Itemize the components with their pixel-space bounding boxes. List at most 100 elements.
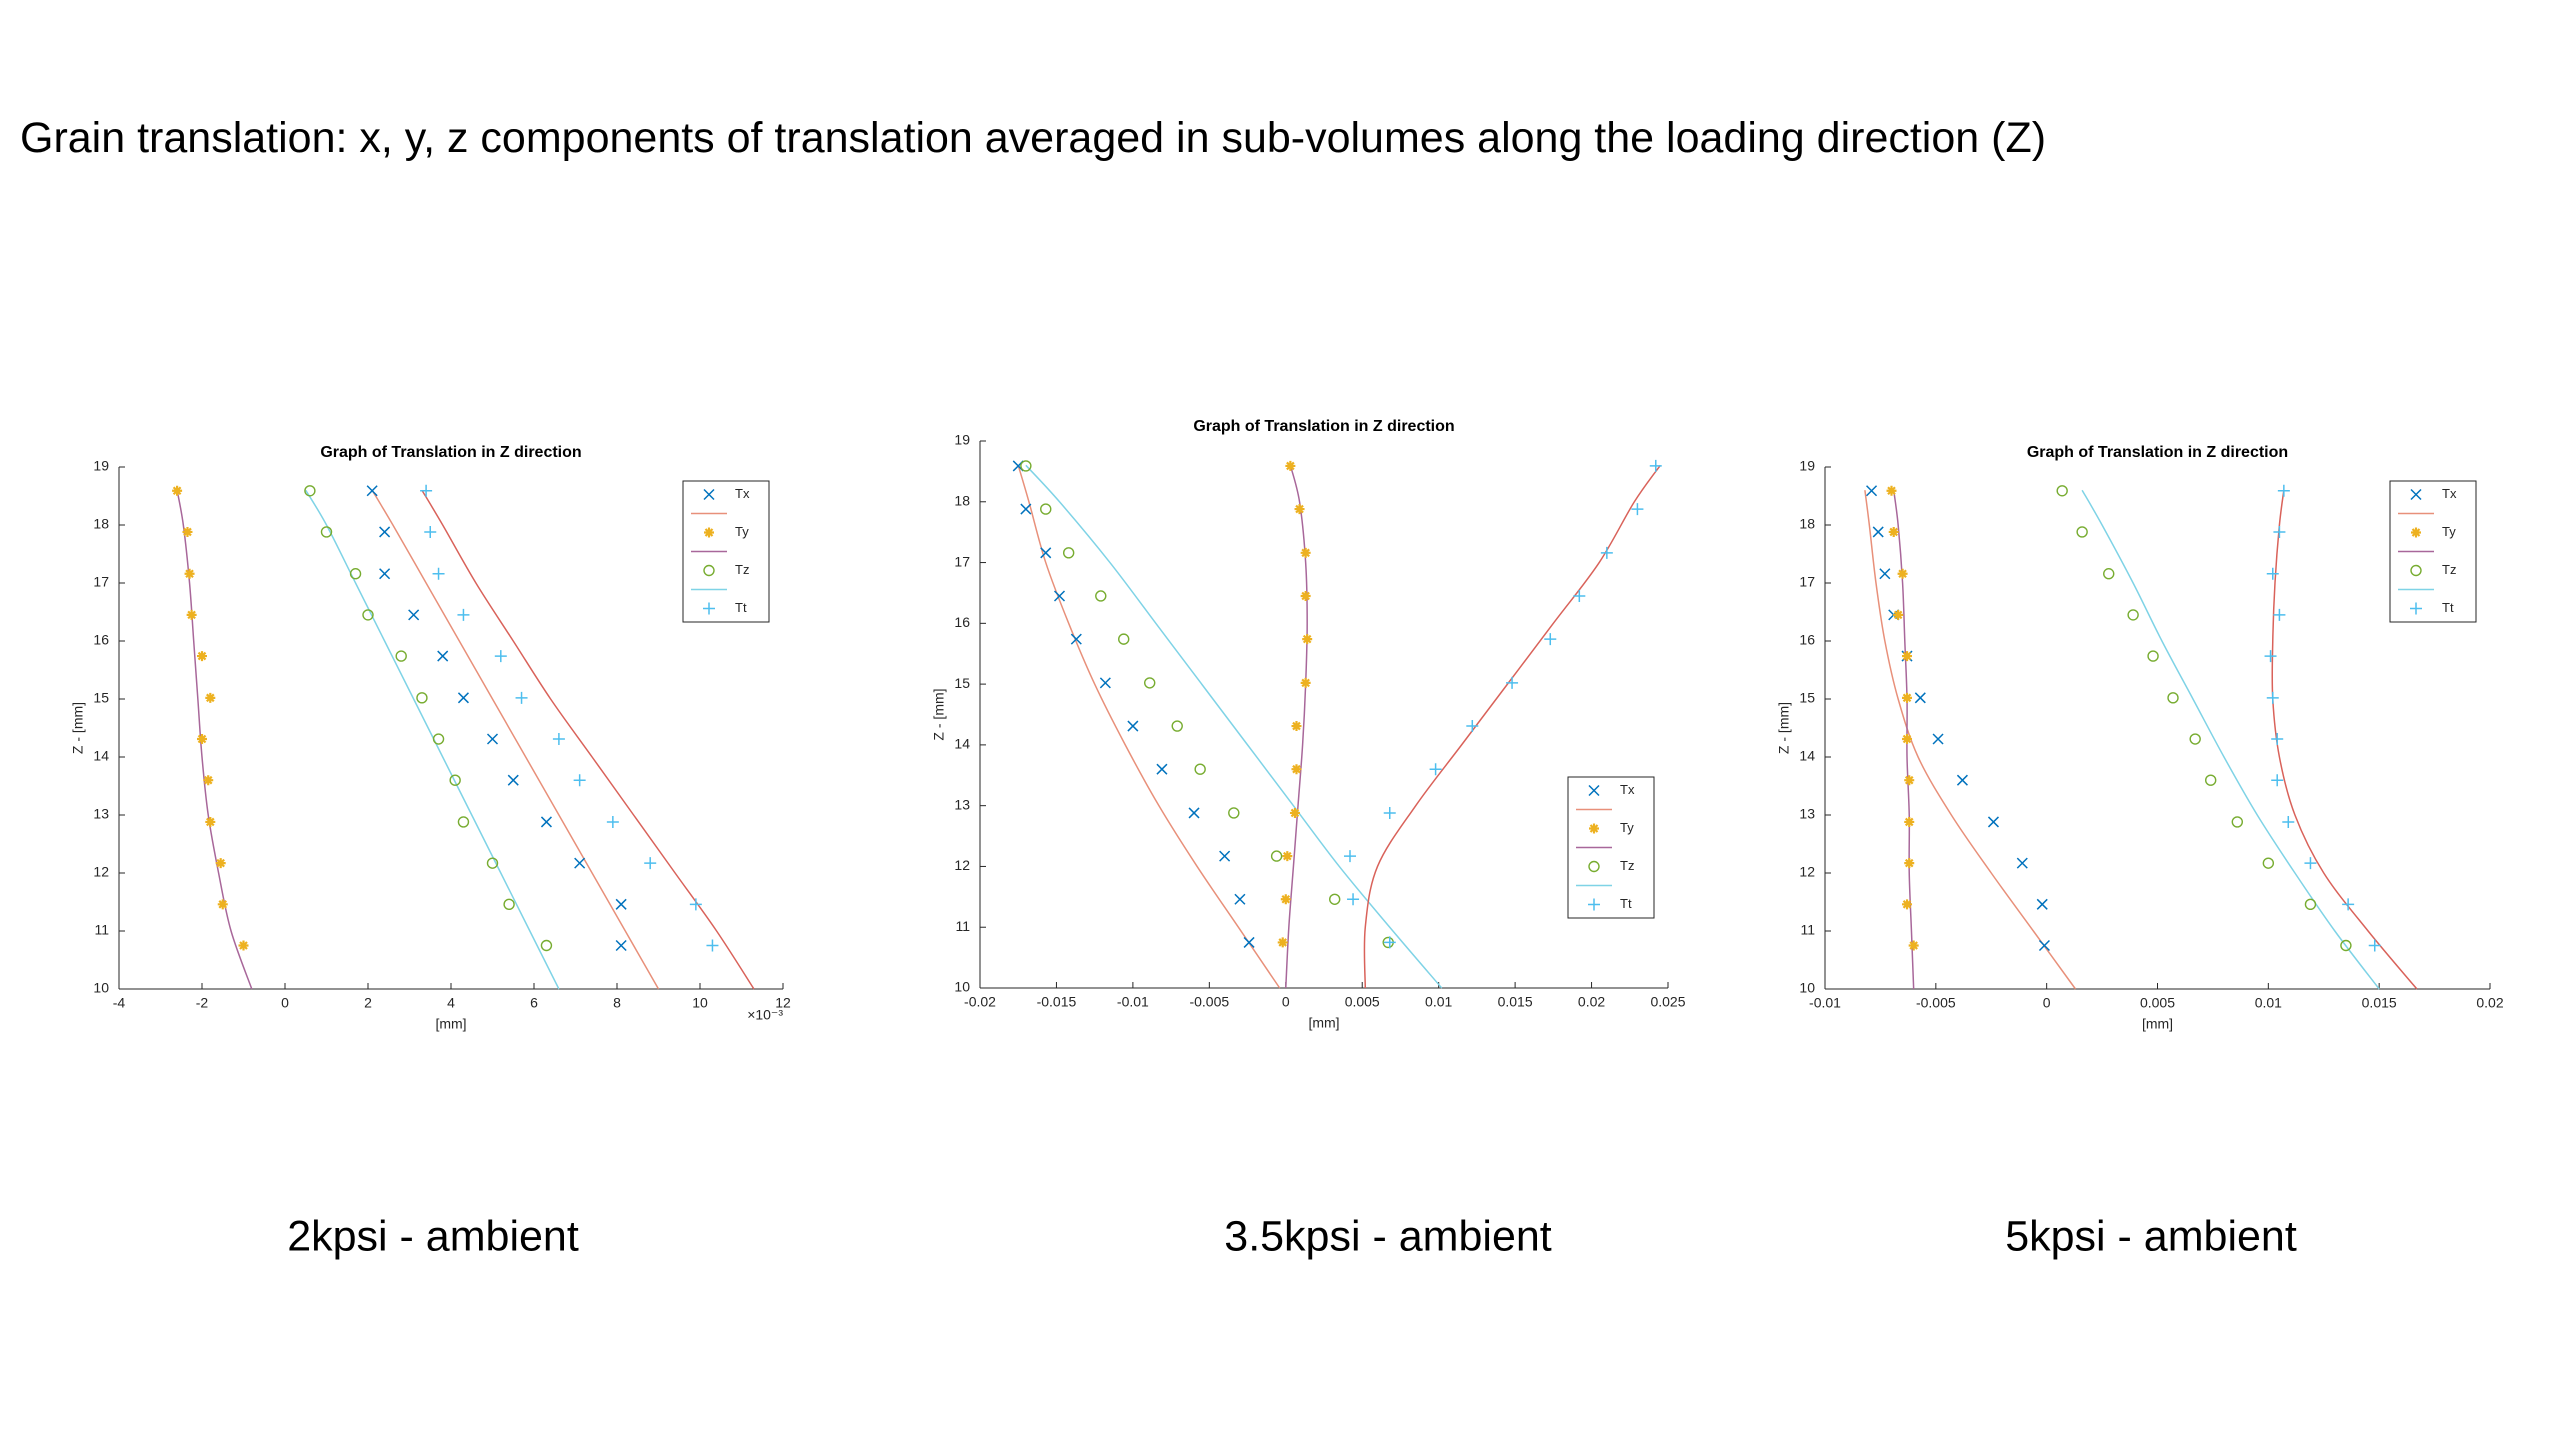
marker-plus <box>2342 898 2355 911</box>
caption: 5kpsi - ambient <box>2005 1212 2297 1260</box>
x-tick-label: 0.025 <box>1650 994 1685 1010</box>
fit-line <box>1285 465 1308 989</box>
marker-circle <box>540 939 553 952</box>
marker-plus <box>432 567 445 580</box>
marker-plus <box>1383 936 1396 949</box>
marker-plus <box>2282 815 2295 828</box>
marker-circle <box>2262 857 2275 869</box>
marker-circle <box>2056 485 2068 497</box>
marker-plus <box>2277 484 2290 497</box>
marker-circle <box>2127 609 2139 621</box>
y-tick-label: 18 <box>1799 516 1815 532</box>
marker-x <box>1956 774 1968 786</box>
marker-plus <box>457 608 470 621</box>
marker-star <box>1291 764 1302 775</box>
x-tick-label: 0.005 <box>2140 995 2175 1011</box>
marker-x <box>1932 733 1944 745</box>
marker-plus <box>1429 763 1442 776</box>
marker-circle <box>486 857 499 869</box>
marker-x <box>379 526 391 538</box>
marker-plus <box>1506 676 1519 689</box>
marker-circle <box>1095 590 1107 602</box>
x-tick-label: -0.02 <box>964 994 996 1010</box>
marker-circle <box>1118 633 1130 645</box>
chart: -4 -2 0 2 4 6 8 10 12 10 11 12 13 14 15 16 17 18 19 Graph o… <box>70 444 791 1031</box>
marker-star <box>1277 937 1288 948</box>
marker-circle <box>2410 564 2422 577</box>
marker-x <box>1020 503 1032 515</box>
marker-x <box>2036 898 2048 910</box>
y-axis-label: Z - [mm] <box>70 702 86 754</box>
x-tick-label: 0.02 <box>2476 995 2503 1011</box>
y-tick-label: 13 <box>954 796 970 812</box>
marker-circle <box>1144 677 1156 689</box>
marker-star <box>1886 485 1897 496</box>
legend-label: Tx <box>735 486 750 501</box>
marker-plus <box>2271 774 2284 787</box>
marker-plus <box>552 733 565 746</box>
y-tick-label: 10 <box>93 980 109 996</box>
marker-star <box>184 568 195 579</box>
marker-star <box>182 526 193 537</box>
marker-x <box>1219 850 1231 862</box>
marker-plus <box>1649 459 1662 472</box>
marker-star <box>1888 526 1899 537</box>
marker-plus <box>689 898 702 911</box>
legend-label: Tt <box>1620 896 1632 911</box>
marker-x <box>574 857 586 869</box>
legend-label: Ty <box>735 524 749 539</box>
fit-line <box>2081 489 2380 990</box>
legend-label: Tt <box>2442 600 2454 615</box>
marker-circle <box>1228 807 1240 819</box>
marker-star <box>704 527 714 538</box>
x-tick-label: 0.01 <box>1425 994 1452 1010</box>
marker-star <box>1897 568 1908 579</box>
marker-star <box>203 775 214 786</box>
marker-plus <box>606 815 619 828</box>
marker-x <box>2038 939 2050 952</box>
marker-plus <box>515 691 528 704</box>
fit-line <box>1864 490 2077 990</box>
y-tick-label: 14 <box>954 736 970 752</box>
marker-star <box>1300 547 1311 558</box>
x-tick-label: 0 <box>1282 994 1290 1010</box>
marker-circle <box>703 564 715 577</box>
marker-x <box>540 816 552 828</box>
y-axis-label: Z - [mm] <box>1776 702 1792 754</box>
fit-line <box>1025 464 1443 989</box>
marker-x <box>507 774 519 786</box>
marker-circle <box>304 485 316 497</box>
marker-circle <box>2167 692 2179 704</box>
marker-plus <box>1600 546 1613 559</box>
marker-star <box>205 692 216 703</box>
y-tick-label: 15 <box>93 690 109 706</box>
marker-star <box>1904 858 1915 869</box>
marker-x <box>366 485 378 497</box>
x-tick-label: 0.005 <box>1345 994 1380 1010</box>
marker-x <box>457 692 469 704</box>
marker-plus <box>2266 567 2279 580</box>
legend-label: Tx <box>1620 782 1635 797</box>
marker-x <box>1099 677 1111 689</box>
y-tick-label: 12 <box>93 864 109 880</box>
caption: 3.5kpsi - ambient <box>1224 1212 1551 1260</box>
y-tick-label: 19 <box>954 432 970 448</box>
legend-label: Tx <box>2442 486 2457 501</box>
marker-star <box>1902 734 1913 745</box>
x-axis-label: [mm] <box>435 1016 466 1032</box>
marker-circle <box>320 526 333 538</box>
x-tick-label: -2 <box>196 995 209 1011</box>
x-axis-label: [mm] <box>2142 1016 2173 1032</box>
x-tick-label: -0.005 <box>1916 995 1956 1011</box>
y-tick-label: 13 <box>1799 806 1815 822</box>
y-tick-label: 15 <box>1799 690 1815 706</box>
marker-plus <box>424 525 437 538</box>
y-tick-label: 17 <box>954 553 970 569</box>
marker-plus <box>1466 720 1479 733</box>
marker-x <box>1053 590 1066 602</box>
marker-star <box>1300 677 1311 688</box>
y-tick-label: 14 <box>93 748 109 764</box>
marker-star <box>1302 634 1313 645</box>
chart: -0.02 -0.015 -0.01 -0.005 0 0.005 0.01 0.015 0.0… <box>931 418 1686 1030</box>
legend: Tx Ty Tz Tt <box>682 480 770 623</box>
